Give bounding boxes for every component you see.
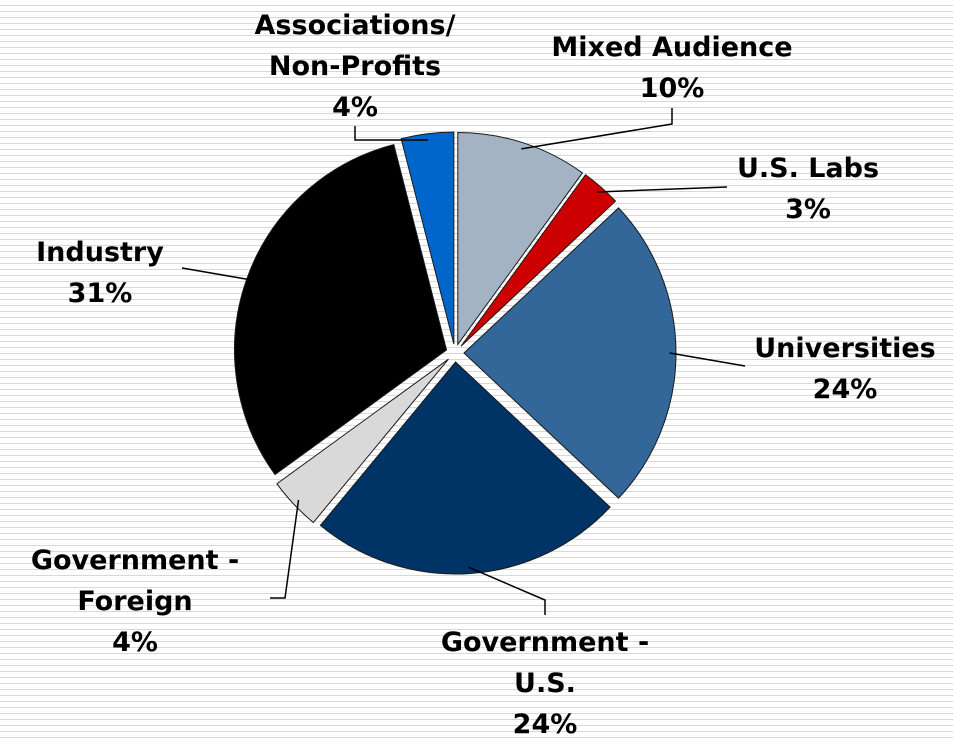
leader-line (669, 352, 746, 367)
category-label: Mixed Audience (551, 32, 793, 63)
pie-slice (276, 358, 449, 524)
slice-label: Government - Foreign 4% (0, 540, 295, 663)
slice-label: Government - U.S. 24% (385, 622, 705, 738)
pie-slice (234, 144, 448, 476)
category-label: Industry (36, 237, 164, 268)
value-label: 31% (67, 278, 133, 309)
slice-label: Industry 31% (0, 232, 260, 314)
slice-label: Mixed Audience 10% (512, 27, 832, 109)
leader-line (521, 108, 673, 150)
leader-line (354, 126, 429, 141)
pie-slice (463, 207, 677, 499)
pie-slice (457, 131, 584, 346)
slice-label: Associations/ Non-Profits 4% (195, 5, 515, 128)
value-label: 24% (812, 374, 878, 405)
value-label: 3% (785, 194, 831, 225)
leader-line (468, 566, 546, 615)
value-label: 4% (112, 627, 158, 658)
leader-line (596, 186, 728, 193)
leader-line (181, 267, 254, 282)
pie-slice (400, 131, 455, 345)
category-label: Associations/ Non-Profits (254, 10, 456, 82)
value-label: 4% (332, 92, 378, 123)
leader-line (270, 499, 300, 599)
pie-slice (319, 361, 611, 575)
category-label: Government - U.S. (440, 627, 650, 699)
slice-label: Universities 24% (685, 328, 953, 410)
slice-label: U.S. Labs 3% (648, 148, 953, 230)
value-label: 24% (512, 709, 578, 738)
category-label: Universities (754, 333, 936, 364)
category-label: U.S. Labs (736, 153, 880, 184)
category-label: Government - Foreign (30, 545, 240, 617)
value-label: 10% (639, 73, 705, 104)
pie-slice (460, 174, 617, 347)
